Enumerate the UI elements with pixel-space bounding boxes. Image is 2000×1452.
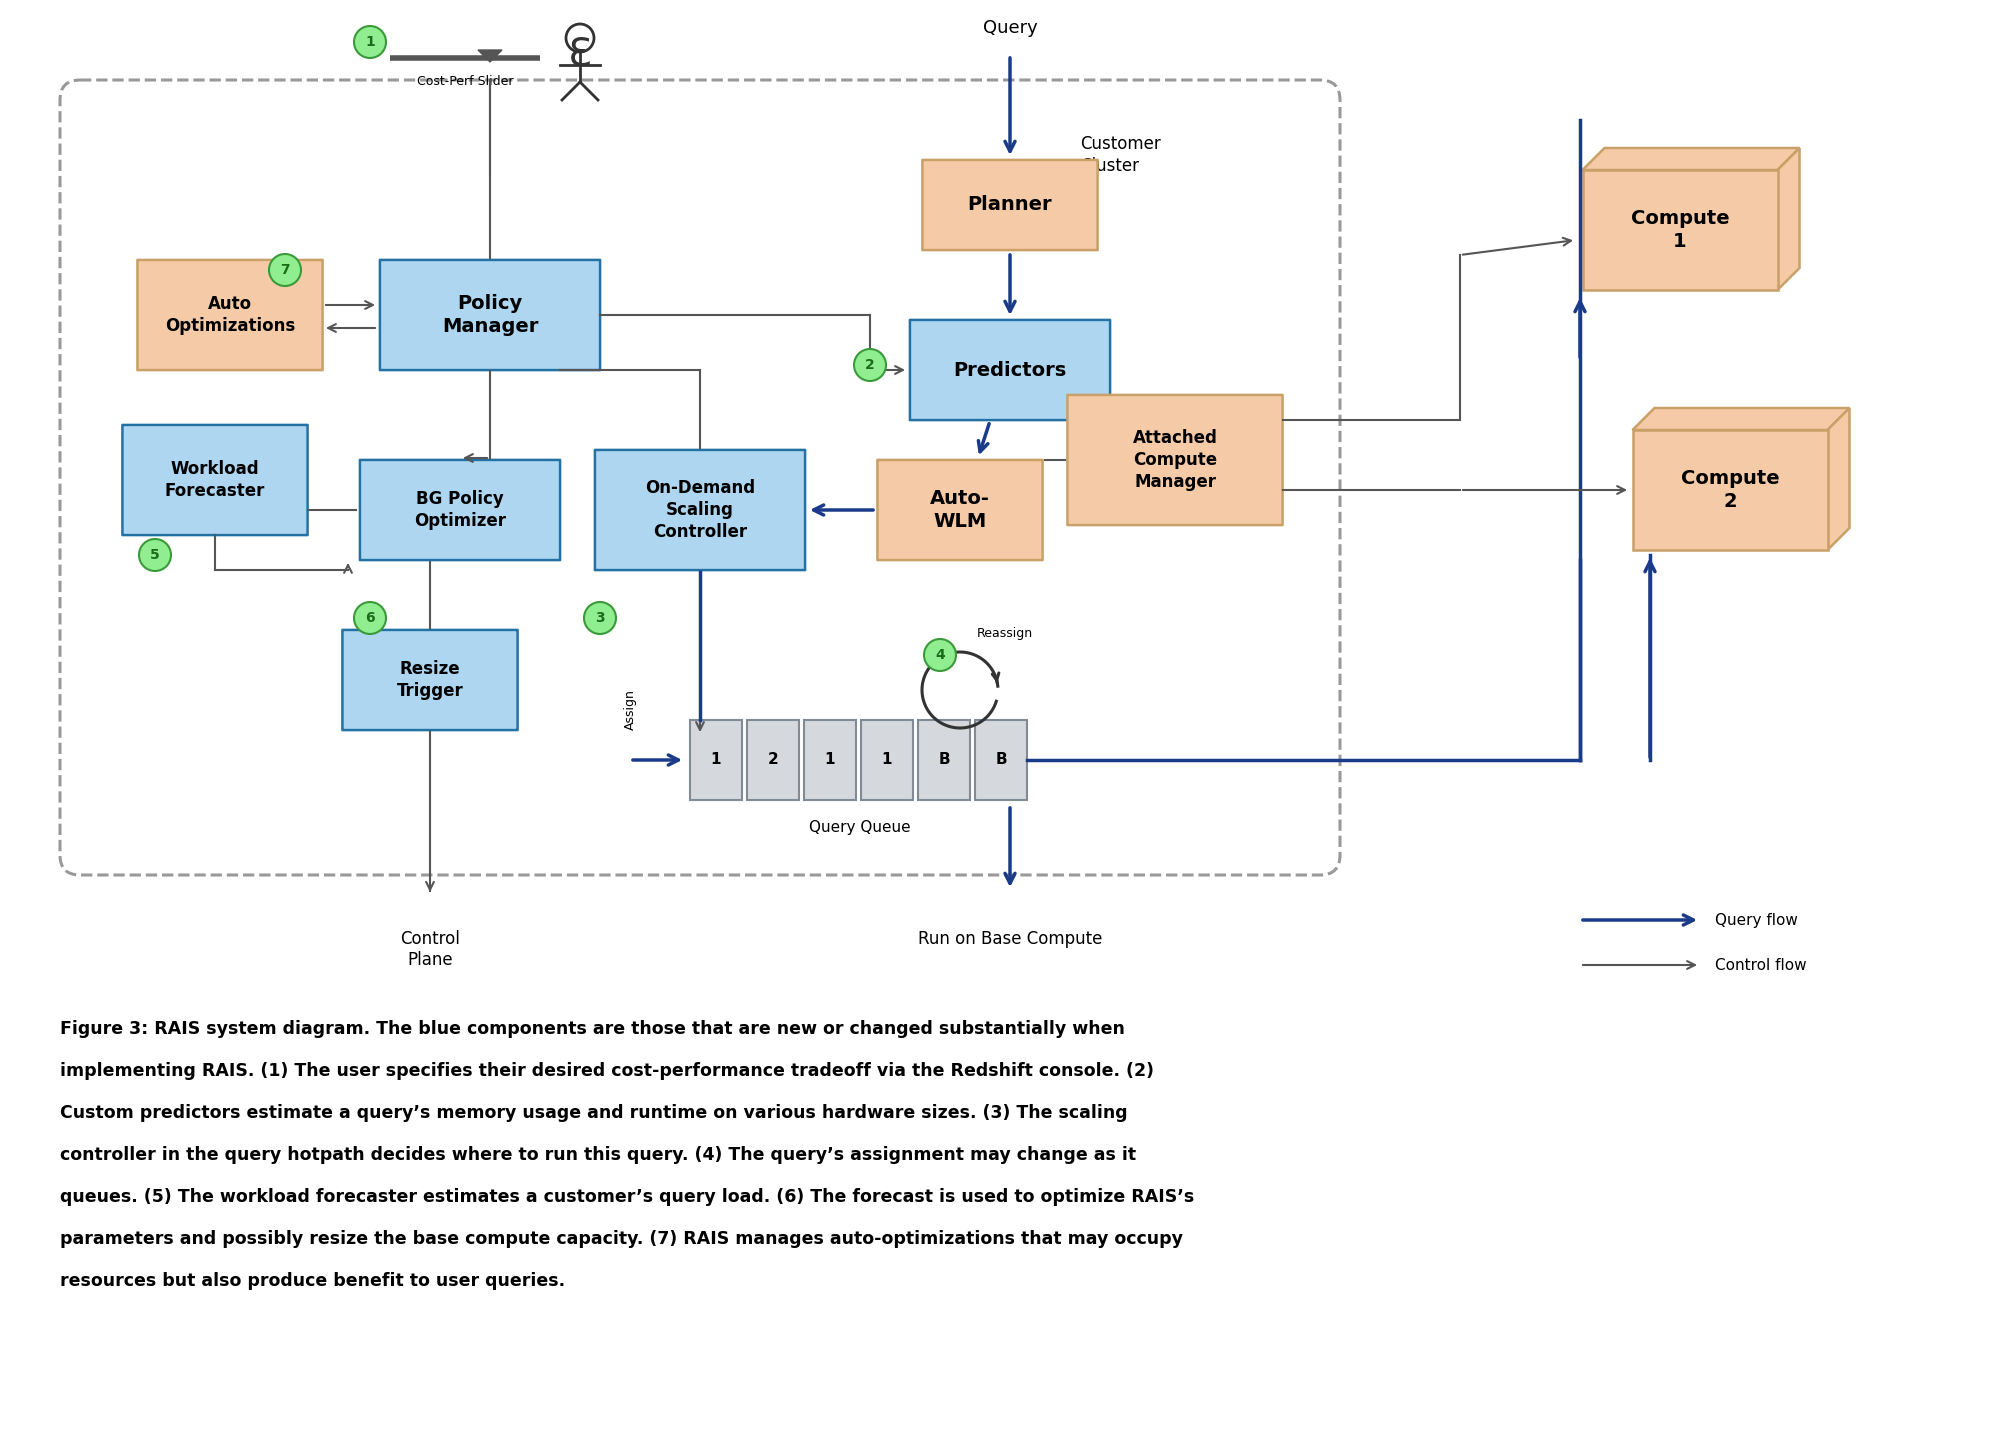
Text: Attached
Compute
Manager: Attached Compute Manager <box>1132 428 1218 491</box>
Circle shape <box>924 639 956 671</box>
Text: 2: 2 <box>866 359 874 372</box>
Text: 3: 3 <box>596 611 604 624</box>
Text: 1: 1 <box>824 752 836 768</box>
Text: Reassign: Reassign <box>976 627 1034 640</box>
Text: 1: 1 <box>710 752 722 768</box>
Bar <box>918 720 970 800</box>
Text: Run on Base Compute: Run on Base Compute <box>918 929 1102 948</box>
Text: 2: 2 <box>768 752 778 768</box>
Bar <box>1632 430 1828 550</box>
Polygon shape <box>1778 148 1800 290</box>
Circle shape <box>354 26 386 58</box>
Text: ℇ: ℇ <box>568 36 592 74</box>
Text: implementing RAIS. (1) The user specifies their desired cost-performance tradeof: implementing RAIS. (1) The user specifie… <box>60 1061 1154 1080</box>
Text: Query flow: Query flow <box>1716 912 1798 928</box>
Text: Query Queue: Query Queue <box>810 820 910 835</box>
Polygon shape <box>1582 148 1800 170</box>
Text: parameters and possibly resize the base compute capacity. (7) RAIS manages auto-: parameters and possibly resize the base … <box>60 1230 1184 1249</box>
Bar <box>804 720 856 800</box>
FancyBboxPatch shape <box>360 460 560 560</box>
Text: Compute
1: Compute 1 <box>1630 209 1730 251</box>
Text: Query: Query <box>982 19 1038 36</box>
Text: 7: 7 <box>280 263 290 277</box>
Text: B: B <box>996 752 1006 768</box>
Text: On-Demand
Scaling
Controller: On-Demand Scaling Controller <box>644 479 756 542</box>
FancyBboxPatch shape <box>910 319 1110 420</box>
Circle shape <box>140 539 172 571</box>
Text: Control flow: Control flow <box>1716 957 1806 973</box>
Text: Cost-Perf Slider: Cost-Perf Slider <box>416 76 514 89</box>
FancyBboxPatch shape <box>342 630 518 730</box>
Text: Auto
Optimizations: Auto Optimizations <box>164 295 296 335</box>
Text: Assign: Assign <box>624 690 636 730</box>
Text: BG Policy
Optimizer: BG Policy Optimizer <box>414 489 506 530</box>
Text: 5: 5 <box>150 547 160 562</box>
Bar <box>860 720 912 800</box>
Bar <box>748 720 800 800</box>
Text: Predictors: Predictors <box>954 360 1066 379</box>
Text: controller in the query hotpath decides where to run this query. (4) The query’s: controller in the query hotpath decides … <box>60 1146 1136 1165</box>
Polygon shape <box>1828 408 1850 550</box>
Text: queues. (5) The workload forecaster estimates a customer’s query load. (6) The f: queues. (5) The workload forecaster esti… <box>60 1188 1194 1207</box>
Circle shape <box>854 348 886 380</box>
FancyBboxPatch shape <box>922 160 1098 250</box>
Circle shape <box>584 603 616 635</box>
Circle shape <box>354 603 386 635</box>
FancyBboxPatch shape <box>878 460 1042 560</box>
Text: Policy
Manager: Policy Manager <box>442 293 538 337</box>
Text: Customer
Cluster: Customer Cluster <box>1080 135 1160 176</box>
Text: Custom predictors estimate a query’s memory usage and runtime on various hardwar: Custom predictors estimate a query’s mem… <box>60 1104 1128 1122</box>
Text: Compute
2: Compute 2 <box>1680 469 1780 511</box>
Text: Auto-
WLM: Auto- WLM <box>930 489 990 531</box>
Bar <box>690 720 742 800</box>
Bar <box>1582 170 1778 290</box>
Text: Control
Plane: Control Plane <box>400 929 460 968</box>
Text: Figure 3: RAIS system diagram. The blue components are those that are new or cha: Figure 3: RAIS system diagram. The blue … <box>60 1019 1124 1038</box>
FancyBboxPatch shape <box>122 425 308 536</box>
FancyBboxPatch shape <box>1068 395 1282 526</box>
Text: 1: 1 <box>882 752 892 768</box>
Circle shape <box>268 254 300 286</box>
FancyBboxPatch shape <box>138 260 322 370</box>
FancyBboxPatch shape <box>380 260 600 370</box>
Text: B: B <box>938 752 950 768</box>
Text: Workload
Forecaster: Workload Forecaster <box>164 460 266 499</box>
Bar <box>976 720 1028 800</box>
Polygon shape <box>478 49 502 62</box>
Text: Resize
Trigger: Resize Trigger <box>396 659 464 700</box>
FancyBboxPatch shape <box>594 450 806 571</box>
Text: 4: 4 <box>936 648 944 662</box>
Text: resources but also produce benefit to user queries.: resources but also produce benefit to us… <box>60 1272 566 1289</box>
Text: Planner: Planner <box>968 196 1052 215</box>
Text: 1: 1 <box>366 35 374 49</box>
Polygon shape <box>1632 408 1850 430</box>
Text: 6: 6 <box>366 611 374 624</box>
